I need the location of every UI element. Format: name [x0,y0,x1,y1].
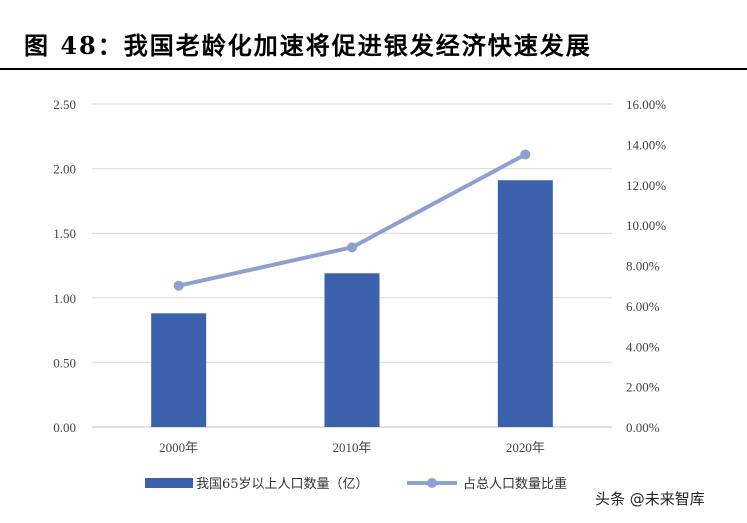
line-point-0 [173,280,184,291]
bar-1 [324,273,380,427]
tick-labels: 0.00 0.50 1.00 1.50 2.00 2.50 0.00% 2.00% 4.00% 6… [53,97,666,455]
right-tick-label: 2.00% [626,380,660,395]
legend-line-marker [427,478,437,488]
bars [151,180,553,427]
right-tick-label: 4.00% [626,339,660,354]
watermark: 头条 @未来智库 [595,490,705,508]
left-tick-label: 1.00 [53,291,76,306]
line-point-2 [520,149,531,160]
line-series [173,149,531,291]
left-tick-label: 0.00 [53,420,76,435]
right-tick-label: 16.00% [626,97,666,112]
right-tick-label: 12.00% [626,178,666,193]
x-tick-label: 2000年 [159,440,198,455]
bar-2 [497,180,553,427]
line-point-1 [347,242,357,253]
legend: 我国65岁以上人口数量（亿） 占总人口数量比重 [145,476,567,492]
legend-line-label: 占总人口数量比重 [463,476,567,492]
bar-0 [151,313,207,427]
right-tick-label: 10.00% [626,218,666,233]
right-tick-label: 0.00% [626,420,660,435]
left-tick-label: 2.00 [53,162,76,177]
left-tick-label: 1.50 [53,226,76,241]
title-underline [0,68,747,70]
left-tick-label: 0.50 [53,355,76,370]
page-title: 图 48：我国老龄化加速将促进银发经济快速发展 [24,31,592,60]
right-tick-label: 6.00% [626,299,660,314]
right-tick-label: 14.00% [626,137,666,152]
right-tick-label: 8.00% [626,259,660,274]
x-tick-label: 2020年 [506,440,545,455]
left-tick-label: 2.50 [53,97,76,112]
x-tick-label: 2010年 [332,440,371,455]
legend-bar-label: 我国65岁以上人口数量（亿） [196,477,369,492]
share-line [178,152,527,288]
legend-bar-swatch [145,478,193,488]
